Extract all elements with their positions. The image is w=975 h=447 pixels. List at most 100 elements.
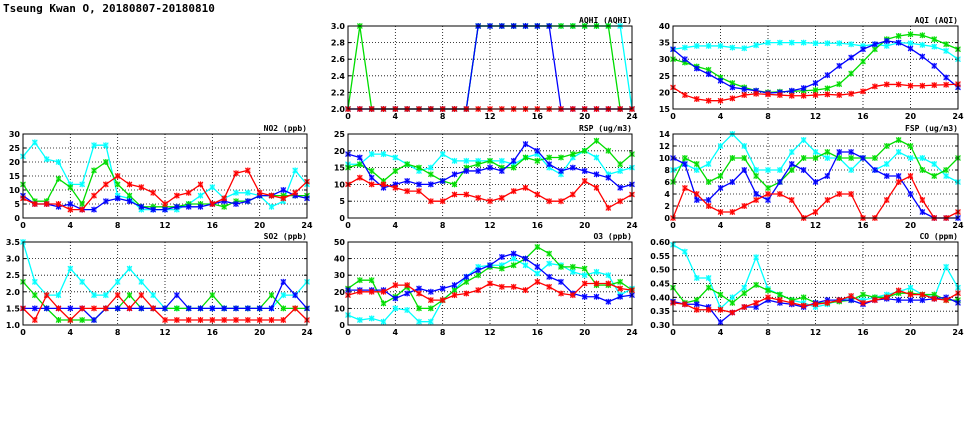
data-point (173, 317, 180, 324)
data-point (581, 178, 588, 185)
data-point (705, 306, 712, 313)
data-point (895, 297, 902, 304)
data-point (848, 41, 854, 48)
marker-star (593, 137, 600, 144)
marker-star (463, 167, 470, 174)
data-point (741, 143, 748, 149)
main-title: Tseung Kwan O, 20180807-20180810 (3, 2, 215, 15)
marker-star (895, 297, 902, 304)
data-point (593, 184, 600, 191)
data-point (741, 290, 748, 297)
marker-star (463, 290, 470, 297)
marker-star (510, 262, 517, 269)
marker-star (693, 96, 700, 103)
data-point (221, 305, 228, 312)
data-point (475, 287, 482, 294)
plot-frame (347, 25, 633, 110)
data-point (392, 295, 399, 302)
marker-star (765, 197, 771, 203)
data-point (693, 191, 700, 197)
marker-star (244, 317, 251, 324)
data-point (55, 317, 62, 324)
marker-star (777, 39, 783, 46)
data-point (510, 283, 517, 290)
data-point (919, 291, 926, 298)
data-point (593, 280, 600, 287)
data-point (463, 167, 470, 174)
x-tick-label: 20 (905, 221, 917, 230)
marker-star (919, 297, 926, 304)
marker-star (717, 306, 724, 313)
data-point (907, 45, 914, 52)
marker-star (498, 157, 505, 164)
data-point (705, 42, 712, 49)
data-point (380, 318, 387, 325)
data-point (380, 300, 387, 307)
data-point (209, 305, 216, 312)
marker-star (197, 305, 204, 312)
data-point (356, 161, 363, 168)
marker-star (593, 280, 600, 287)
marker-star (788, 39, 795, 46)
data-point (197, 192, 204, 199)
y-tick-label: 0 (339, 214, 345, 223)
marker-star (126, 305, 133, 312)
marker-star (907, 173, 914, 179)
marker-star (221, 195, 228, 202)
y-tick-label: 0 (664, 214, 670, 223)
data-point (558, 198, 564, 205)
marker-star (185, 317, 192, 324)
marker-star (931, 36, 938, 43)
data-point (682, 44, 688, 51)
data-point (55, 292, 62, 299)
data-point (534, 263, 541, 270)
y-tick-label: 14 (659, 130, 671, 139)
marker-star (534, 270, 541, 277)
x-tick-label: 20 (579, 328, 591, 337)
marker-star (268, 192, 275, 199)
marker-star (919, 82, 926, 89)
data-point (919, 82, 926, 89)
data-point (91, 192, 97, 199)
data-point (717, 173, 724, 179)
data-point (931, 82, 938, 89)
data-point (860, 291, 866, 298)
x-tick-label: 8 (440, 221, 446, 230)
data-point (451, 181, 458, 188)
marker-star (67, 265, 74, 272)
marker-star (197, 317, 204, 324)
marker-star (256, 305, 263, 312)
data-point (693, 96, 700, 103)
marker-star (268, 203, 275, 210)
panel-title: AQHI (AQHI) (579, 16, 632, 25)
marker-star (150, 292, 157, 299)
marker-star (907, 45, 914, 52)
marker-star (693, 42, 700, 49)
data-point (487, 198, 493, 205)
marker-star (79, 305, 86, 312)
marker-star (860, 155, 866, 161)
marker-star (427, 181, 434, 188)
marker-star (741, 86, 748, 93)
marker-star (824, 173, 831, 179)
marker-star (31, 201, 38, 207)
marker-star (617, 184, 624, 191)
data-point (907, 291, 914, 298)
marker-star (705, 197, 712, 203)
y-tick-label: 2.8 (331, 39, 346, 48)
data-point (67, 201, 74, 207)
data-point (682, 92, 688, 99)
marker-star (593, 171, 600, 178)
plot-frame (672, 241, 959, 326)
data-point (593, 137, 600, 144)
marker-star (883, 37, 890, 44)
data-point (741, 155, 748, 161)
data-point (765, 191, 771, 197)
x-tick-label: 24 (952, 328, 964, 337)
marker-star (244, 305, 251, 312)
x-tick-label: 0 (20, 328, 26, 337)
marker-star (872, 167, 878, 173)
marker-star (380, 181, 387, 188)
data-point (244, 198, 251, 205)
marker-star (546, 283, 553, 290)
